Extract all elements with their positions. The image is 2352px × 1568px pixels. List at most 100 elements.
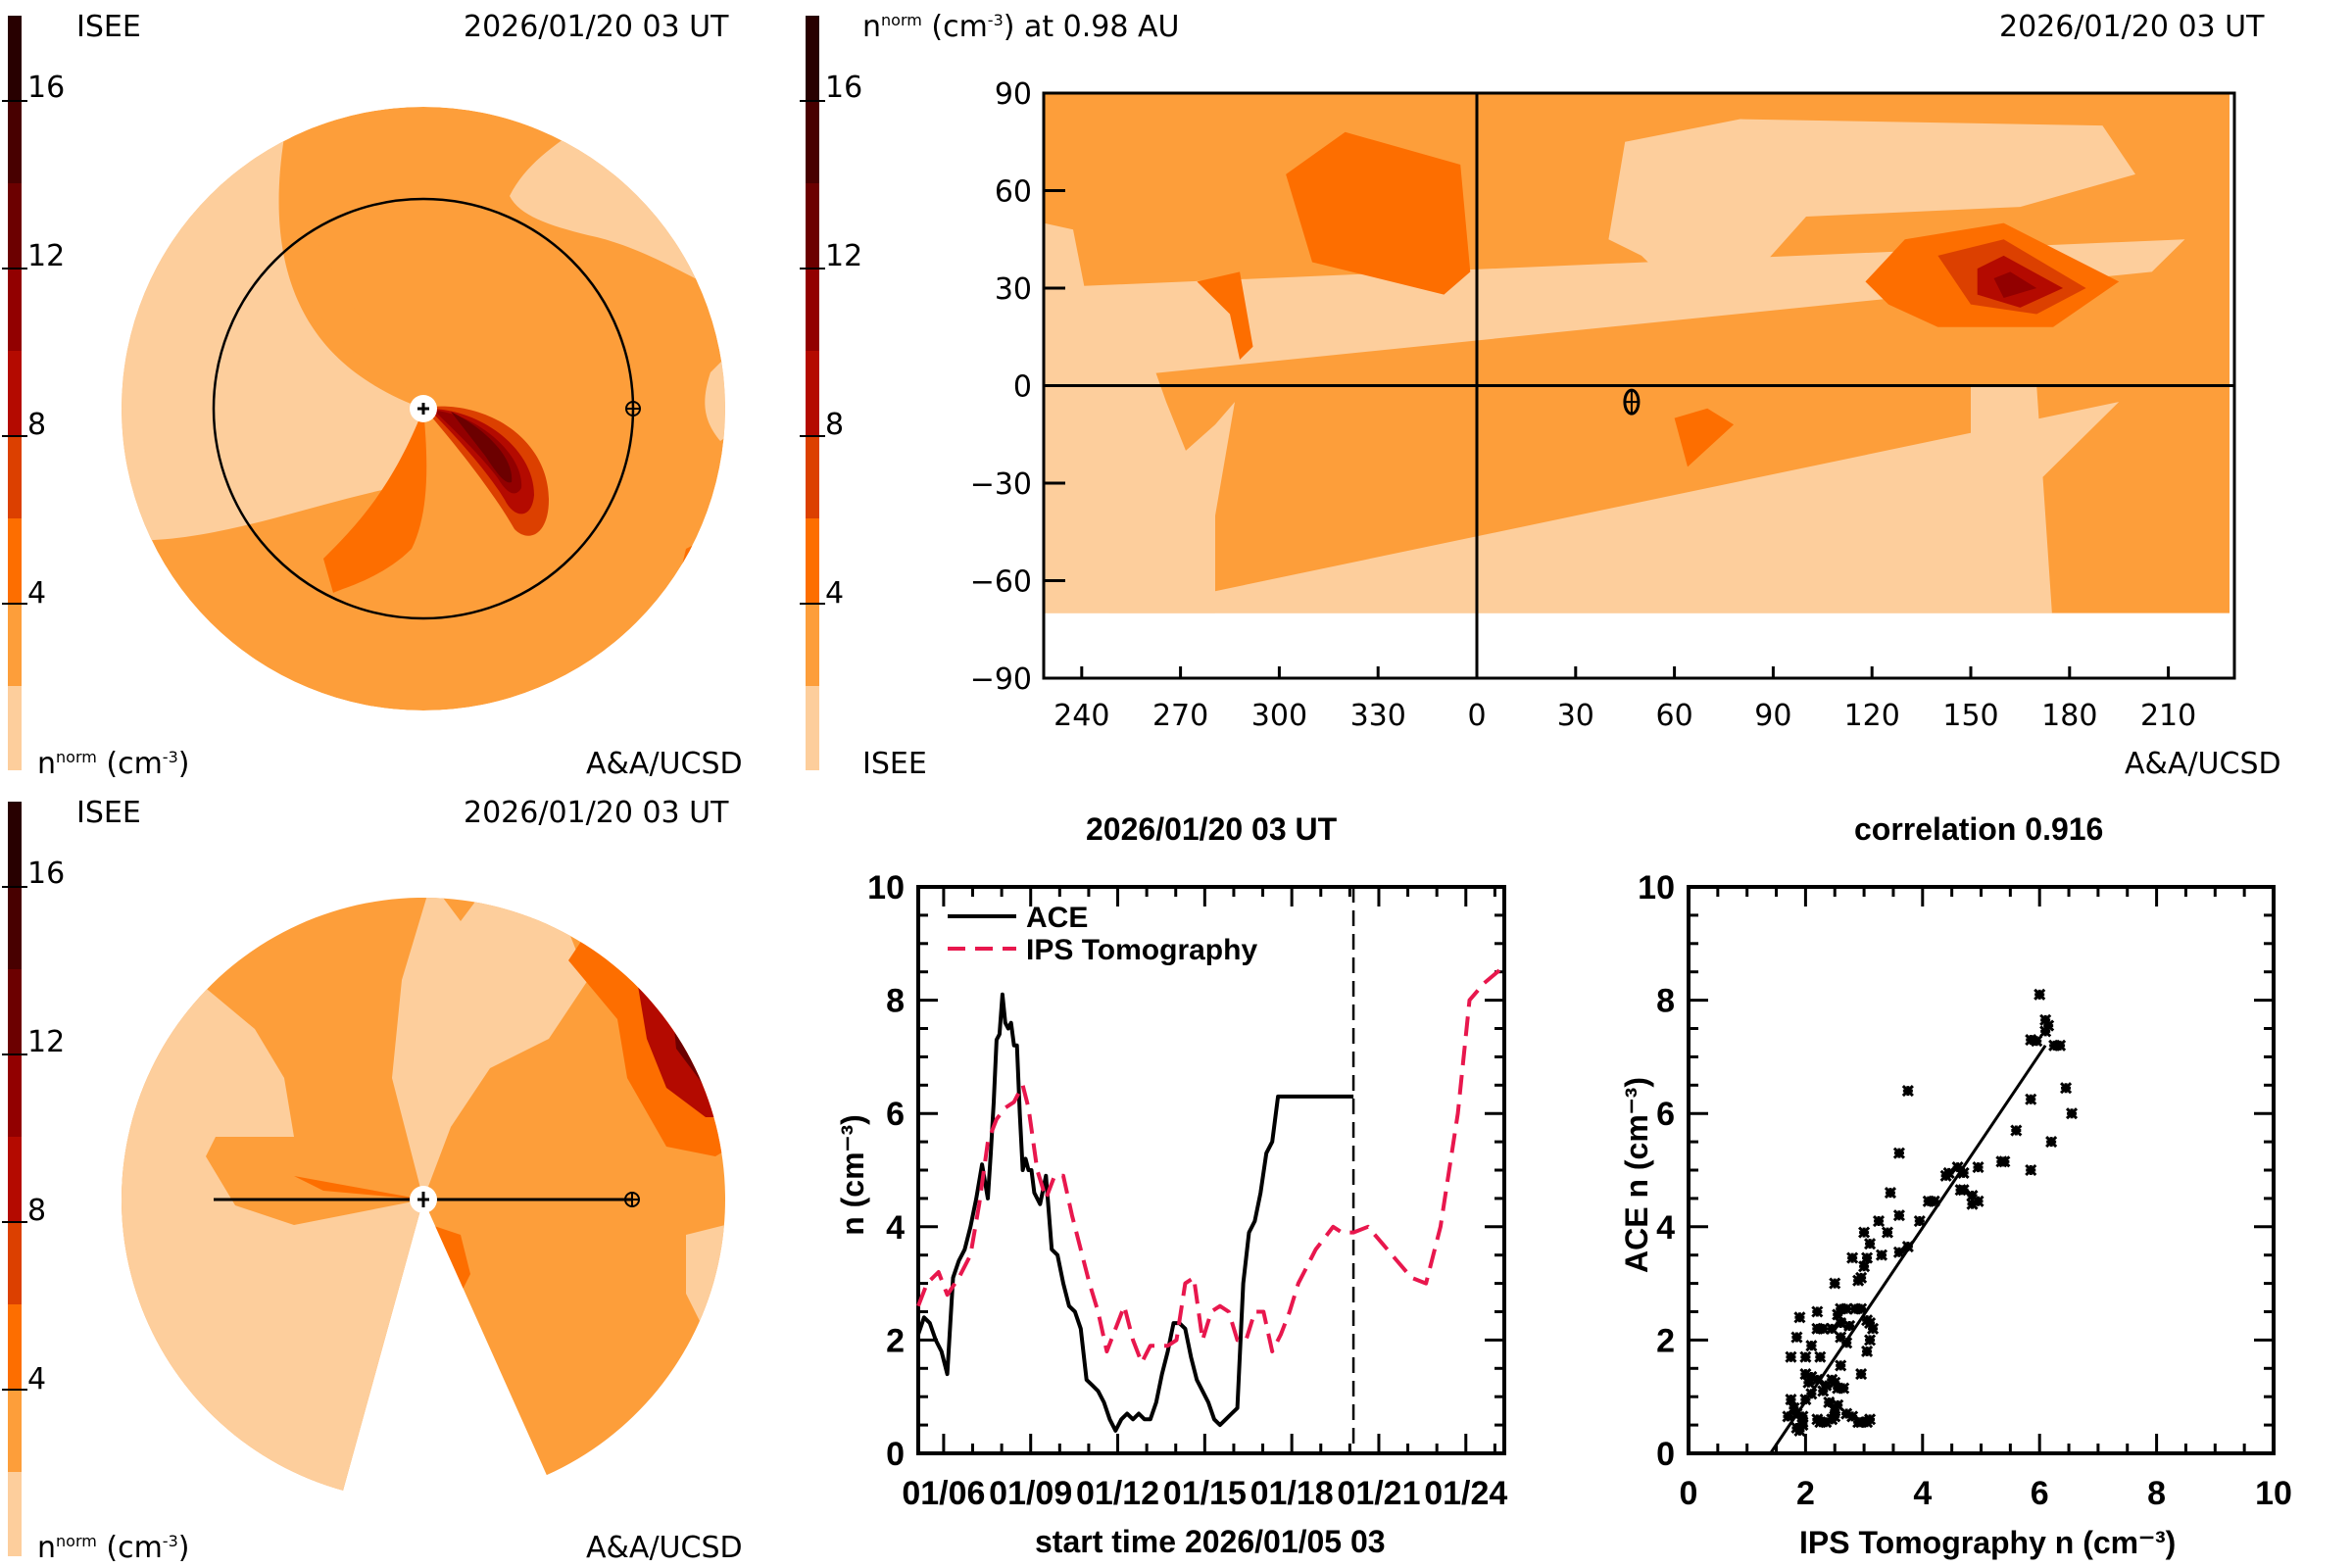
scatter-point bbox=[1957, 1166, 1970, 1179]
colorbar-segment bbox=[8, 518, 22, 603]
colorbar-tick-label: 16 bbox=[27, 71, 66, 105]
scatter-point bbox=[1855, 1302, 1868, 1315]
y-tick-label: 10 bbox=[1638, 869, 1675, 906]
y-tick-label: 4 bbox=[886, 1209, 905, 1247]
x-tick-label: 60 bbox=[1656, 699, 1693, 733]
scatter-point bbox=[1793, 1424, 1806, 1437]
credit-label: A&A/UCSD bbox=[586, 1531, 743, 1565]
scatter-point bbox=[1835, 1316, 1847, 1330]
scatter-point bbox=[1811, 1373, 1824, 1386]
scatter-point bbox=[1793, 1311, 1806, 1324]
scatter-point bbox=[1846, 1251, 1859, 1264]
scatter-point bbox=[1843, 1319, 1856, 1333]
scatter-point bbox=[1913, 1214, 1926, 1228]
scatter-point bbox=[2042, 1019, 2055, 1032]
scatter-point bbox=[1892, 1209, 1905, 1222]
scatter-point bbox=[1799, 1368, 1812, 1381]
scatter-point bbox=[1788, 1401, 1800, 1414]
colorbar-segment bbox=[806, 351, 819, 435]
colorbar-tick-label: 12 bbox=[27, 1025, 66, 1059]
ips-series-line bbox=[916, 964, 1506, 1365]
scatter-point bbox=[1785, 1394, 1797, 1406]
colorbar-segment bbox=[806, 518, 819, 603]
y-tick-label: 10 bbox=[867, 869, 905, 906]
colorbar-tick-label: 8 bbox=[27, 408, 47, 442]
x-tick-label: 8 bbox=[2147, 1475, 2166, 1512]
scatter-y-label: ACE n (cm⁻³) bbox=[1619, 1077, 1654, 1273]
x-tick-label: 150 bbox=[1942, 699, 1998, 733]
colorbar-tick bbox=[2, 1388, 27, 1391]
scatter-point bbox=[1817, 1322, 1830, 1335]
timeseries-title: 2026/01/20 03 UT bbox=[1086, 811, 1338, 847]
colorbar-segment bbox=[8, 1220, 22, 1305]
scatter-point bbox=[1814, 1350, 1827, 1363]
scatter-point bbox=[2065, 1107, 2079, 1120]
x-tick-label: 01/21 bbox=[1337, 1475, 1420, 1512]
contour-fill-low bbox=[392, 897, 588, 1200]
scatter-point bbox=[1922, 1195, 1935, 1207]
colorbar-segment bbox=[8, 969, 22, 1054]
scatter-point bbox=[1790, 1407, 1803, 1420]
scatter-point bbox=[1849, 1302, 1862, 1315]
y-tick-label: 6 bbox=[886, 1096, 905, 1133]
scatter-point bbox=[1892, 1147, 1905, 1159]
contour-fill-high bbox=[1674, 408, 1735, 467]
y-tick-label: 30 bbox=[995, 272, 1032, 307]
colorbar-left-top bbox=[2, 16, 27, 770]
legend-ace-label: ACE bbox=[1026, 902, 1088, 934]
y-tick-label: 6 bbox=[1656, 1096, 1675, 1133]
y-tick-label: 90 bbox=[995, 77, 1032, 112]
colorbar-segment bbox=[806, 99, 819, 184]
scatter-point bbox=[1790, 1331, 1803, 1344]
scatter-point bbox=[2039, 1013, 2052, 1026]
colorbar-segment bbox=[8, 1388, 22, 1473]
x-tick-label: 01/12 bbox=[1076, 1475, 1159, 1512]
y-tick-label: 4 bbox=[1656, 1209, 1675, 1247]
scatter-point bbox=[1840, 1337, 1853, 1349]
colorbar-map bbox=[800, 16, 825, 770]
scatter-point bbox=[1875, 1249, 1888, 1261]
colorbar-segment bbox=[806, 267, 819, 352]
scatter-point bbox=[1805, 1388, 1818, 1400]
scatter-point bbox=[1864, 1238, 1877, 1250]
contour-fill-low bbox=[122, 980, 423, 1491]
colorbar-tick-label: 8 bbox=[27, 1194, 47, 1228]
y-tick-label: 8 bbox=[886, 983, 905, 1020]
scatter-point bbox=[1872, 1214, 1886, 1228]
colorbar-segment bbox=[806, 434, 819, 519]
timeseries-chart: 0 2 4 6 8 10 01/06 01/09 01/12 01/15 01/18 01/21 01/… bbox=[867, 869, 1507, 1512]
scatter-point bbox=[2048, 1039, 2061, 1052]
colorbar-tick-label: 16 bbox=[825, 71, 863, 105]
contour-fill-low bbox=[122, 137, 423, 541]
x-tick-label: 30 bbox=[1557, 699, 1594, 733]
colorbar-tick bbox=[2, 602, 27, 605]
colorbar-segment bbox=[8, 99, 22, 184]
scatter-point bbox=[1846, 1410, 1859, 1423]
scatter-point bbox=[2045, 1136, 2058, 1149]
scatter-point bbox=[1785, 1350, 1797, 1363]
colorbar-tick bbox=[800, 434, 825, 437]
scatter-point bbox=[1995, 1155, 2008, 1168]
scatter-point bbox=[1811, 1322, 1824, 1335]
scatter-point bbox=[1832, 1398, 1844, 1411]
scatter-point bbox=[1881, 1226, 1894, 1239]
y-tick-label: 2 bbox=[886, 1322, 905, 1359]
scatter-point bbox=[1901, 1240, 1914, 1253]
x-tick-label: 90 bbox=[1754, 699, 1791, 733]
colorbar-segment bbox=[806, 602, 819, 687]
ace-series-line bbox=[916, 992, 1354, 1433]
contour-fill-peak bbox=[451, 412, 513, 483]
scatter-point bbox=[1796, 1419, 1809, 1432]
contour-fill-low bbox=[1109, 385, 2120, 613]
colorbar-unit-label: nnorm (cm-3) bbox=[37, 1531, 190, 1565]
earth-cross bbox=[625, 1193, 639, 1206]
y-tick-label: 0 bbox=[886, 1436, 905, 1473]
contour-fill-high bbox=[1197, 271, 1253, 360]
colorbar-segment bbox=[806, 686, 819, 770]
scatter-point bbox=[1972, 1195, 1984, 1207]
scatter-point bbox=[1951, 1161, 1964, 1174]
scatter-point bbox=[2025, 1163, 2037, 1177]
colorbar-segment bbox=[8, 1053, 22, 1138]
contour-fill-peak bbox=[1993, 271, 2037, 298]
colorbar-tick bbox=[2, 1053, 27, 1055]
